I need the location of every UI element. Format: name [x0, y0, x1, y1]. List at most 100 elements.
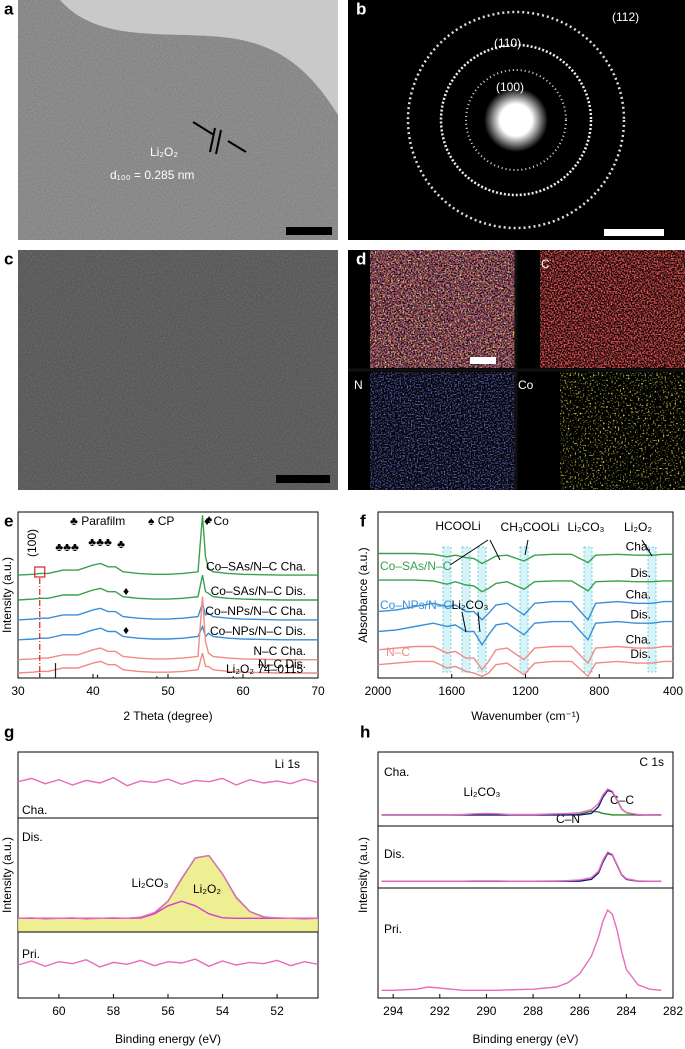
- annotation: ♣ Parafilm: [70, 514, 125, 528]
- pointer: [641, 539, 653, 557]
- series-line: [377, 660, 673, 678]
- plot-frame: [17, 511, 319, 679]
- x-axis-label: 2 Theta (degree): [123, 709, 212, 723]
- arrow: [192, 121, 215, 136]
- x-tick-label: 284: [616, 1004, 636, 1018]
- merged-yellow: [370, 250, 516, 368]
- series-name: Cha.: [626, 539, 651, 553]
- x-tick-label: 58: [107, 1004, 121, 1018]
- fringe-mark: [209, 127, 216, 153]
- x-tick-label: 30: [11, 684, 25, 698]
- series-line: [17, 600, 318, 621]
- vacuum-region: [60, 0, 338, 115]
- group-name: N–C: [386, 645, 410, 659]
- panel-name: Pri.: [22, 947, 40, 961]
- series-line: [381, 788, 662, 816]
- n-map: [370, 372, 516, 490]
- x-tick-label: 290: [476, 1004, 496, 1018]
- panel-b: [348, 0, 685, 240]
- pointer: [461, 611, 467, 633]
- chart-title: Li 1s: [275, 757, 300, 771]
- series-name: C–C: [610, 793, 634, 807]
- ring: [439, 43, 593, 197]
- group-name: Co–SAs/N–C: [380, 559, 452, 573]
- series-name: Co–NPs/N–C Dis.: [210, 624, 306, 638]
- annotation: HCOOLi: [435, 519, 480, 533]
- image-annotation: (110): [494, 36, 521, 50]
- series-line: [381, 908, 662, 991]
- ring: [406, 10, 626, 230]
- annotation: ♠: [206, 512, 213, 526]
- x-tick-label: 50: [161, 684, 175, 698]
- band: [442, 546, 452, 673]
- x-axis-label: Wavenumber (cm⁻¹): [471, 709, 580, 723]
- y-axis-label: Intensity (a.u.): [0, 557, 14, 633]
- stem-texture: [18, 250, 338, 490]
- x-tick-label: 282: [663, 1004, 683, 1018]
- x-tick-label: 1600: [438, 684, 465, 698]
- x-tick-label: 2000: [365, 684, 392, 698]
- band: [583, 546, 593, 673]
- x-tick-label: 60: [52, 1004, 66, 1018]
- y-axis-label: Intensity (a.u.): [0, 837, 14, 913]
- plot-frame: [17, 931, 319, 999]
- series-line: [378, 579, 673, 593]
- series-name: Dis.: [630, 607, 651, 621]
- series-name: Cha.: [626, 632, 651, 646]
- x-axis-label: Binding energy (eV): [472, 1032, 578, 1046]
- annotation: ♦: [123, 584, 129, 598]
- reference-marker: [34, 566, 46, 578]
- series-name: C–N: [556, 812, 580, 826]
- x-tick-label: 294: [383, 1004, 403, 1018]
- image-annotation: Li₂O₂: [150, 145, 178, 159]
- co-map: [560, 372, 685, 490]
- series-line: [377, 600, 673, 622]
- x-tick-label: 800: [589, 684, 609, 698]
- x-tick-label: 288: [523, 1004, 543, 1018]
- panel-label: h: [360, 722, 370, 741]
- band: [519, 546, 529, 673]
- pointer: [524, 539, 529, 556]
- series-line: [381, 851, 662, 882]
- series-name: Li₂CO₃: [132, 876, 169, 890]
- series-line: [17, 574, 318, 601]
- c-map: [540, 250, 685, 368]
- series-name: N–C Cha.: [253, 644, 306, 658]
- pointer: [477, 611, 481, 633]
- x-tick-label: 54: [216, 1004, 230, 1018]
- series-name: Cha.: [626, 587, 651, 601]
- panel-label: e: [4, 511, 13, 530]
- annotation: Li₂CO₃: [568, 520, 605, 534]
- fringe-mark: [215, 129, 222, 155]
- series-line: [377, 620, 673, 647]
- panel-name: Dis.: [22, 830, 43, 844]
- image-annotation: N: [354, 378, 363, 392]
- scale-bar: [470, 357, 496, 364]
- x-tick-label: 400: [663, 684, 683, 698]
- annotation: Li₂O₂: [624, 520, 652, 534]
- annotation: ♦: [123, 623, 129, 637]
- group-name: Co–NPs/N–C: [380, 598, 452, 612]
- annotation: ♦ Co: [204, 514, 229, 528]
- panel-d: [348, 250, 685, 490]
- annotation: ♣♣♣: [55, 540, 79, 554]
- arrow: [227, 140, 247, 153]
- x-axis-label: Binding energy (eV): [115, 1032, 221, 1046]
- annotation: Li₂CO₃: [452, 598, 489, 612]
- series-line: [378, 552, 673, 565]
- series-name: Co–SAs/N–C Dis.: [211, 584, 306, 598]
- image-annotation: (100): [496, 80, 524, 94]
- plot-frame: [17, 751, 319, 819]
- annotation: (100): [25, 529, 39, 557]
- image-annotation: C: [541, 257, 550, 271]
- series-name: Co–NPs/N–C Cha.: [205, 604, 306, 618]
- panel-label: c: [4, 249, 13, 268]
- ring: [465, 69, 567, 171]
- pointer: [449, 539, 489, 566]
- annotation: ♣♣♣: [88, 535, 112, 549]
- series-line: [17, 958, 319, 968]
- series-line: [17, 515, 318, 576]
- panel-label: a: [4, 0, 14, 18]
- panel-label: f: [360, 511, 366, 530]
- panel-label: b: [356, 0, 366, 18]
